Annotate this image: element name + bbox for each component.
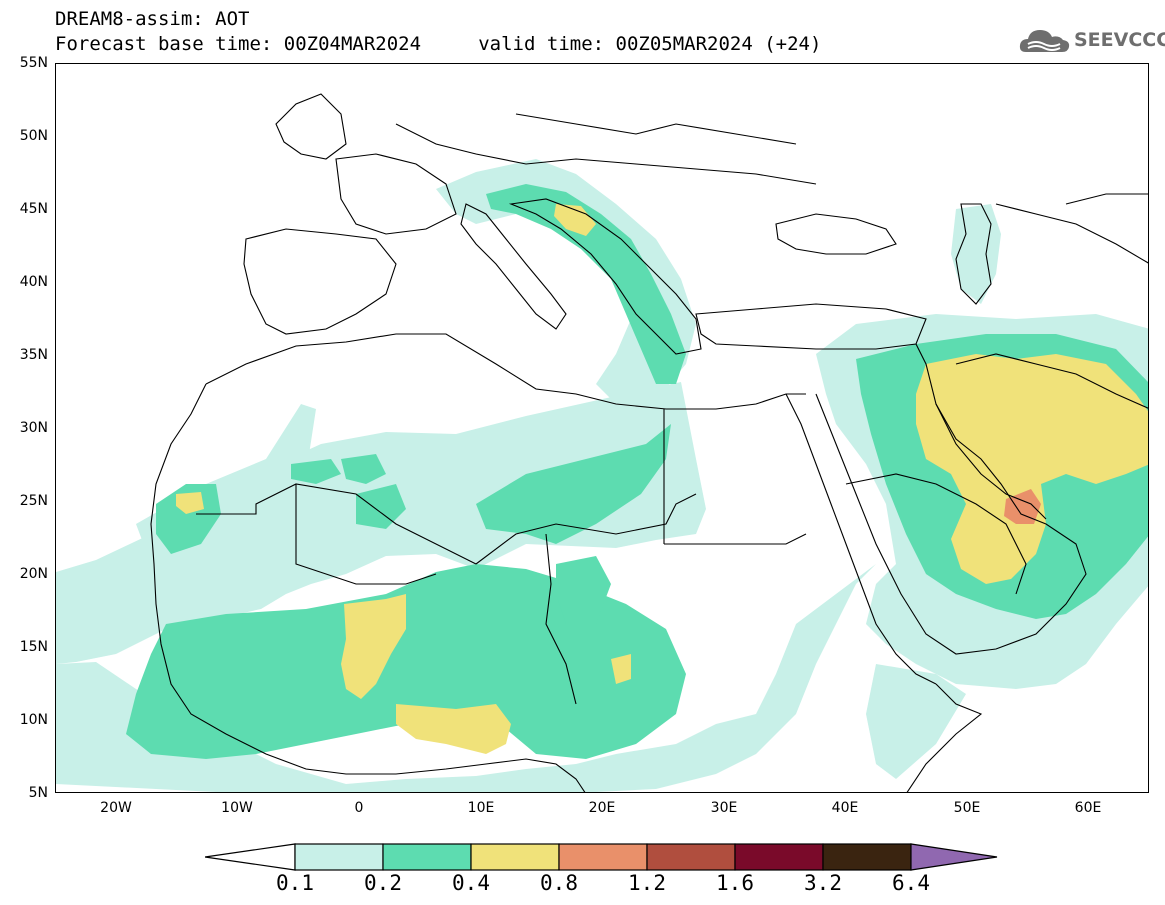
coastline-france — [335, 153, 457, 235]
colorbar-bin-3-2 — [822, 843, 912, 871]
border-sahara-2 — [475, 493, 697, 565]
map-canvas — [56, 93, 1148, 792]
coastlines — [150, 93, 1148, 792]
aot-contour-0-8 — [1004, 489, 1041, 524]
aot-area-atlantic-coast-green — [156, 484, 221, 554]
coastline-turkey — [695, 303, 927, 350]
aot-area-mali-green — [356, 484, 406, 529]
colorbar-label-0-1: 0.1 — [276, 871, 314, 895]
lat-label-50n: 50N — [19, 128, 48, 144]
aot-area-chad-green — [556, 556, 611, 624]
coastline-uk — [275, 93, 347, 160]
cloud-icon — [1019, 30, 1070, 52]
border-sudan — [664, 533, 807, 545]
aot-map — [55, 63, 1149, 793]
coastline-west-africa — [150, 383, 586, 792]
colorbar-label-6-4: 6.4 — [892, 871, 930, 895]
lat-label-5n: 5N — [28, 785, 48, 801]
border-central-asia — [995, 203, 1148, 264]
coastline-caspian — [955, 203, 992, 305]
colorbar-bin-0-1 — [294, 843, 384, 871]
border-europe-2 — [515, 113, 797, 145]
aot-area-chad-yellow — [611, 654, 631, 684]
coastline-italy — [460, 203, 567, 330]
aot-area-nigeria-yellow — [396, 704, 511, 754]
seevccc-logo: SEEVCCC — [1018, 24, 1165, 58]
aot-area-adriatic-green — [486, 184, 686, 384]
colorbar-bin-1-2 — [646, 843, 736, 871]
coastline-iran — [955, 353, 1148, 409]
lon-label-20e: 20E — [588, 800, 616, 816]
lat-label-20n: 20N — [19, 566, 48, 582]
colorbar-bin-0-4 — [470, 843, 560, 871]
colorbar-label-1-2: 1.2 — [628, 871, 666, 895]
colorbar-label-1-6: 1.6 — [716, 871, 754, 895]
coastline-iberia — [243, 228, 397, 335]
aot-area-niger-yellow — [341, 594, 406, 699]
lon-label-40e: 40E — [831, 800, 859, 816]
lon-label-10w: 10W — [221, 800, 253, 816]
aot-area-arabia-yellow — [916, 354, 1148, 584]
aot-area-sahel-light — [56, 564, 876, 792]
border-mali-niger — [295, 484, 437, 585]
colorbar-label-0-8: 0.8 — [540, 871, 578, 895]
aot-contour-0-4 — [176, 204, 1148, 754]
lat-label-10n: 10N — [19, 712, 48, 728]
border-arabia — [845, 473, 1027, 595]
lat-label-55n: 55N — [19, 55, 48, 71]
aot-area-central-sahara-green — [476, 424, 671, 544]
map-title: DREAM8-assim: AOT — [55, 8, 250, 30]
coastline-balkans — [508, 198, 702, 355]
lat-label-15n: 15N — [19, 639, 48, 655]
colorbar-scale — [204, 843, 998, 871]
colorbar-over-triangle — [910, 843, 998, 871]
lat-label-45n: 45N — [19, 201, 48, 217]
aot-area-adriatic-light — [436, 159, 696, 404]
colorbar-label-0-2: 0.2 — [364, 871, 402, 895]
colorbar — [204, 842, 1005, 876]
lat-label-30n: 30N — [19, 420, 48, 436]
lon-label-20w: 20W — [100, 800, 132, 816]
border-chad — [545, 533, 577, 705]
lon-label-30e: 30E — [710, 800, 738, 816]
coastline-red-sea — [785, 393, 937, 685]
border-europe-1 — [395, 123, 817, 185]
lat-label-40n: 40N — [19, 274, 48, 290]
colorbar-bin-0-8 — [558, 843, 648, 871]
border-sahara-1 — [196, 483, 477, 565]
aot-area-atlantic-coast-yellow — [176, 492, 204, 514]
coastline-horn-of-africa — [906, 683, 983, 792]
aot-area-horn-light — [866, 664, 966, 779]
colorbar-under-triangle — [204, 843, 296, 871]
lat-label-35n: 35N — [19, 347, 48, 363]
aot-area-sahel-green — [126, 564, 686, 759]
coastline-black-sea — [775, 213, 897, 255]
lat-label-25n: 25N — [19, 493, 48, 509]
aot-area-croatia-yellow — [554, 204, 596, 236]
aot-area-mauritania-green — [291, 459, 341, 484]
lon-label-10e: 10E — [467, 800, 495, 816]
border-iran-east — [1065, 193, 1148, 205]
lon-label-60e: 60E — [1074, 800, 1102, 816]
lon-label-0: 0 — [354, 800, 364, 816]
aot-area-algeria-green — [341, 454, 386, 484]
aot-area-uae-orange — [1004, 489, 1041, 524]
colorbar-label-0-4: 0.4 — [452, 871, 490, 895]
forecast-time-subtitle: Forecast base time: 00Z04MAR2024 valid t… — [55, 33, 822, 55]
colorbar-bin-1-6 — [734, 843, 824, 871]
aot-area-caspian-light — [951, 204, 1001, 304]
coastline-gulf — [935, 403, 1047, 520]
coastline-north-africa — [205, 333, 806, 410]
coastline-arabia — [815, 343, 1087, 655]
colorbar-bin-0-2 — [382, 843, 472, 871]
logo-text: SEEVCCC — [1074, 29, 1165, 51]
lon-label-50e: 50E — [953, 800, 981, 816]
colorbar-label-3-2: 3.2 — [804, 871, 842, 895]
